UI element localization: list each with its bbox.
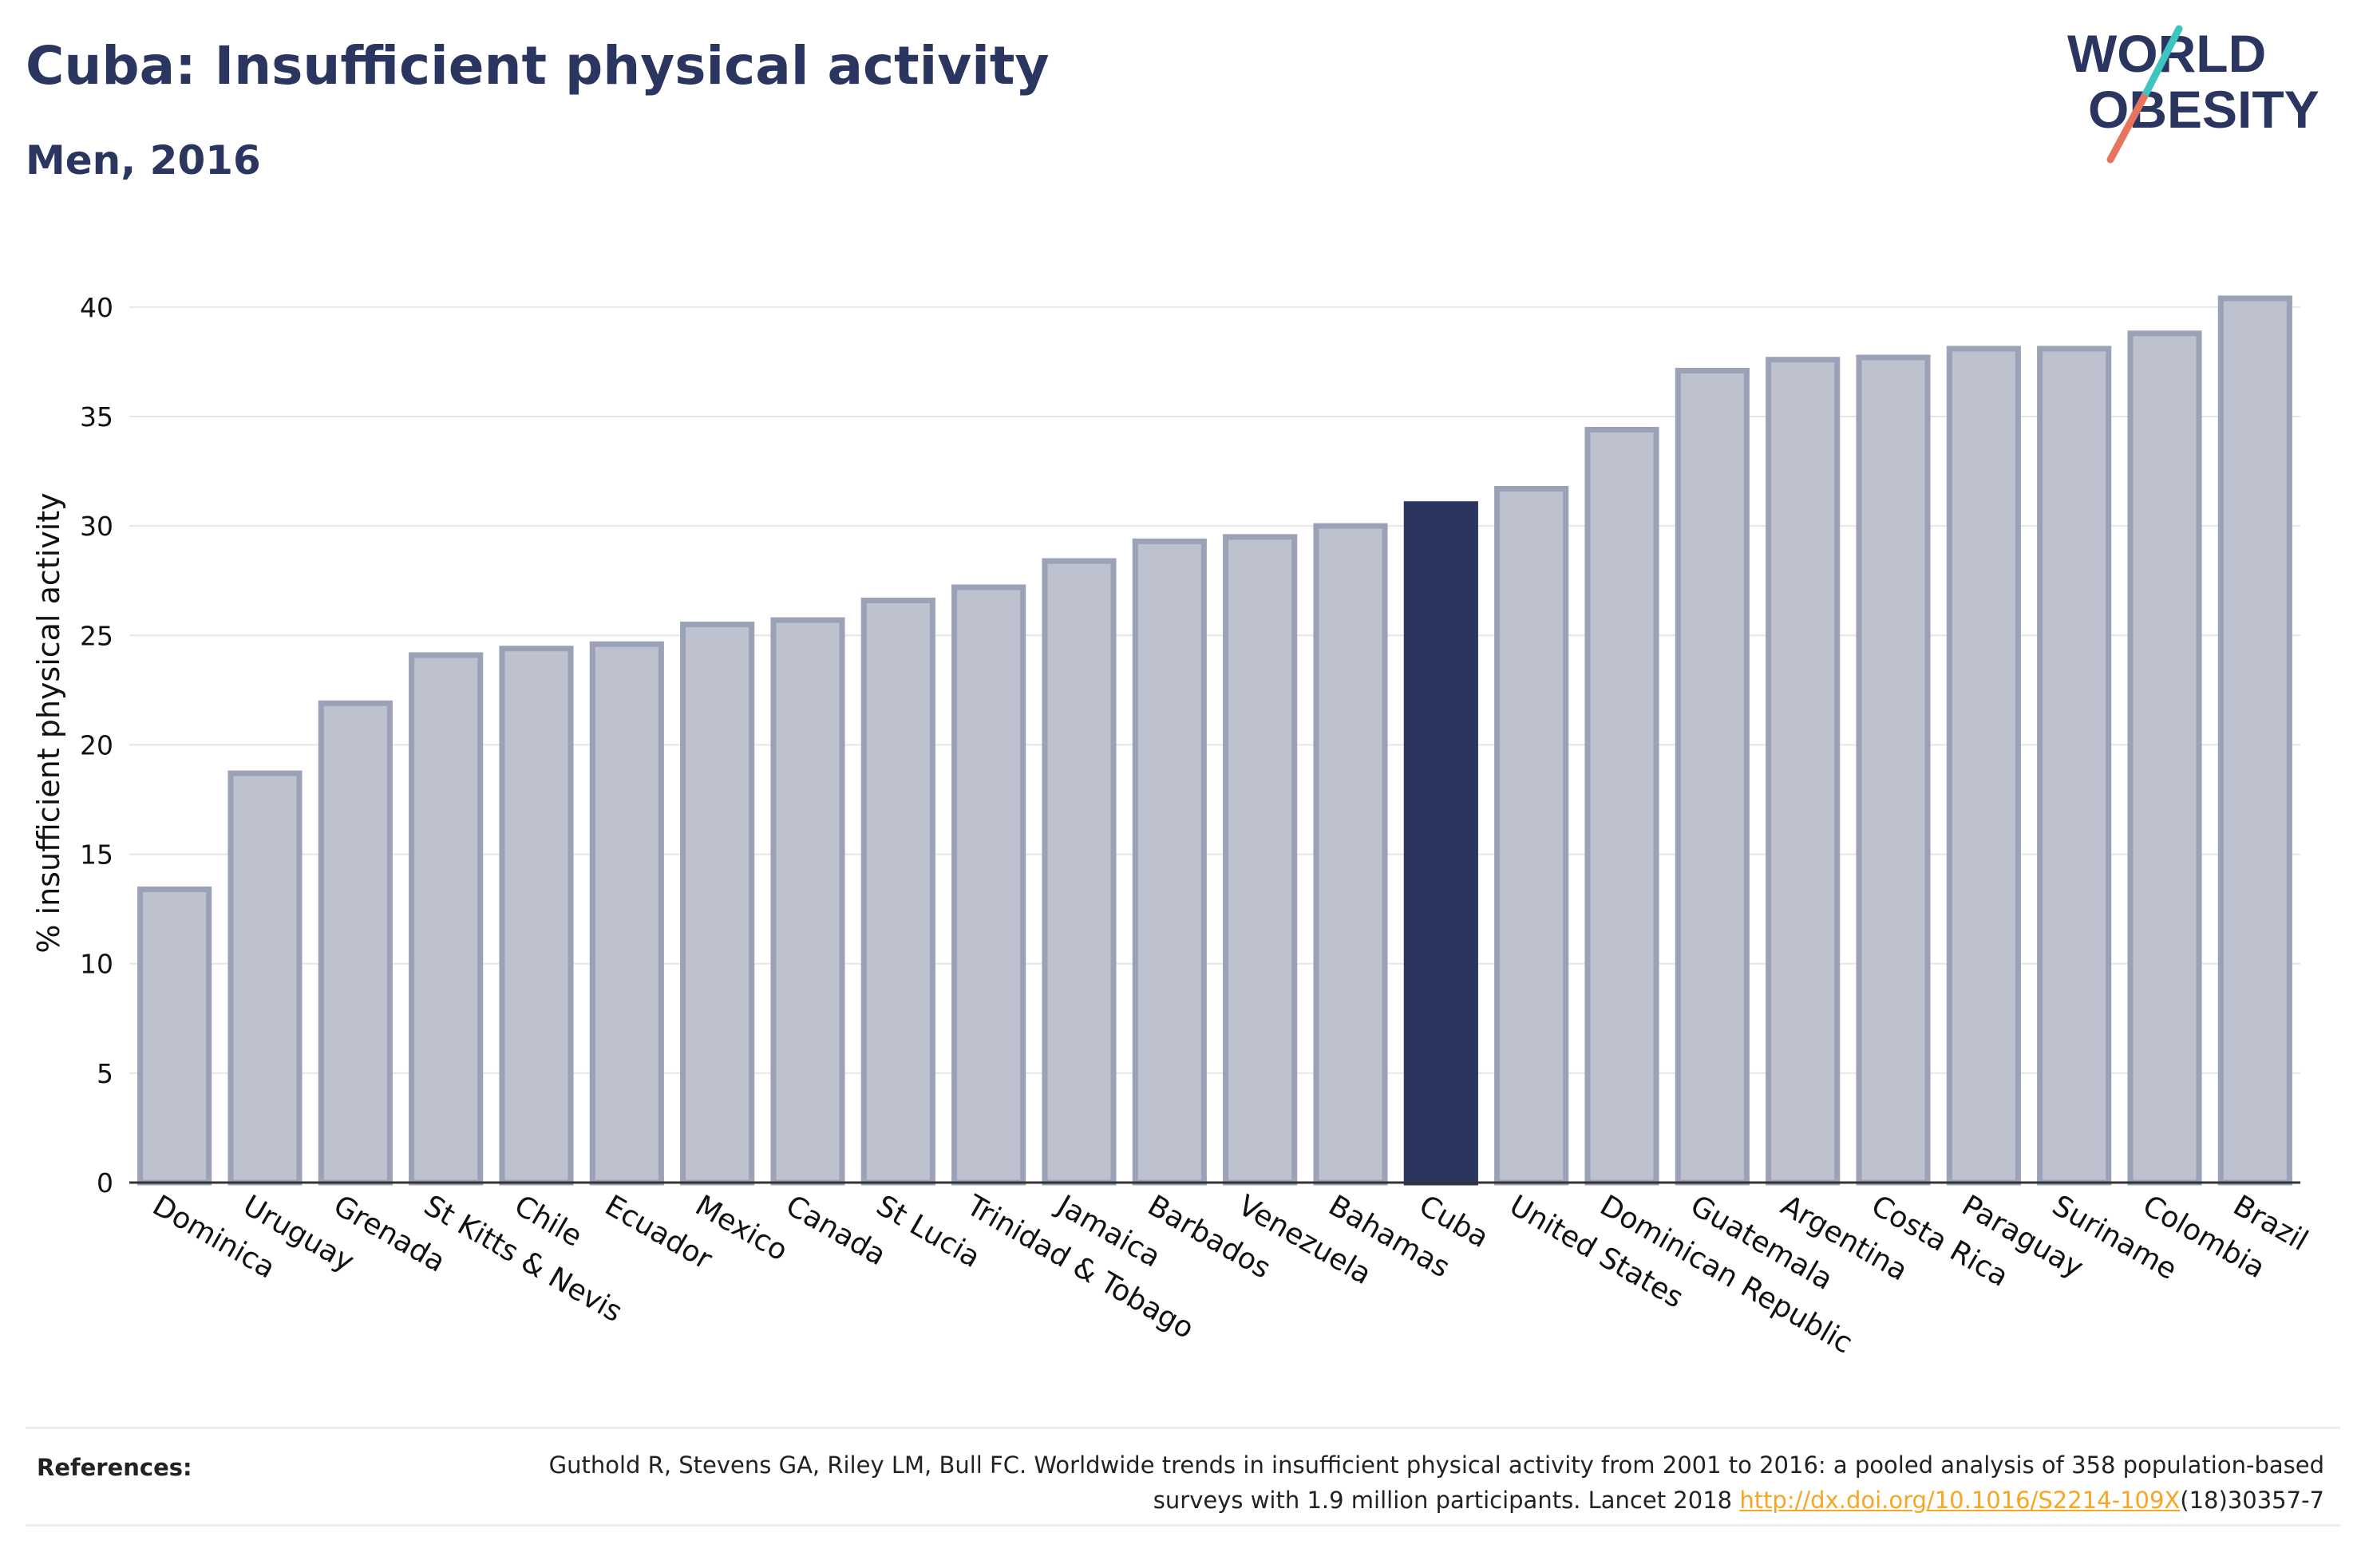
page-subtitle: Men, 2016 <box>26 137 261 184</box>
bar-colombia <box>2127 330 2202 1186</box>
world-obesity-logo: WORLD OBESITY <box>2067 24 2319 164</box>
bar-argentina <box>1766 357 1841 1186</box>
reference-citation: Guthold R, Stevens GA, Riley LM, Bull FC… <box>548 1451 2324 1514</box>
bar-united-states <box>1494 486 1569 1186</box>
bar-st-kitts-nevis <box>409 652 484 1186</box>
bar-brazil <box>2217 295 2292 1186</box>
bar-guatemala <box>1675 367 1750 1186</box>
y-tick-label: 15 <box>80 839 113 871</box>
x-tick-label: Canada <box>781 1189 892 1272</box>
references-bottom-rule <box>26 1524 2340 1527</box>
bar-bahamas <box>1313 523 1388 1186</box>
reference-suffix: (18)30357-7 <box>2180 1487 2324 1514</box>
y-tick-label: 0 <box>97 1167 113 1199</box>
bar-trinidad-tobago <box>951 584 1026 1186</box>
bar-st-lucia <box>860 597 935 1186</box>
bar-jamaica <box>1042 558 1117 1186</box>
bar-uruguay <box>227 770 303 1186</box>
bar-cuba <box>1403 501 1478 1186</box>
bar-mexico <box>680 622 755 1186</box>
references-label: References: <box>37 1454 192 1481</box>
bar-suriname <box>2037 346 2112 1186</box>
reference-doi-link[interactable]: http://dx.doi.org/10.1016/S2214-109X <box>1739 1487 2181 1514</box>
bar-paraguay <box>1946 346 2021 1186</box>
bar-dominican-republic <box>1584 426 1659 1186</box>
bar-ecuador <box>589 641 664 1186</box>
y-tick-labels: 0 5 10 15 20 25 30 35 40 <box>80 292 113 1199</box>
y-tick-label: 30 <box>80 511 113 542</box>
bar-grenada <box>318 700 393 1186</box>
y-tick-label: 25 <box>80 620 113 651</box>
bar-chile <box>499 646 574 1186</box>
y-tick-label: 20 <box>80 729 113 760</box>
y-tick-label: 5 <box>97 1058 113 1089</box>
bar-costa-rica <box>1856 354 1931 1186</box>
x-tick-label: St Lucia <box>871 1189 986 1274</box>
references-text: Guthold R, Stevens GA, Riley LM, Bull FC… <box>520 1448 2324 1518</box>
logo-slash-coral <box>2106 93 2148 164</box>
y-tick-label: 40 <box>80 292 113 323</box>
logo-slash-teal <box>2140 25 2183 101</box>
bar-venezuela <box>1223 534 1298 1186</box>
y-tick-label: 35 <box>80 401 113 432</box>
bars <box>129 295 2300 1186</box>
y-tick-label: 10 <box>80 949 113 980</box>
bar-canada <box>770 617 845 1186</box>
bar-barbados <box>1132 538 1207 1186</box>
y-axis-label: % insufficient physical activity <box>31 492 66 953</box>
references-top-rule <box>26 1427 2340 1429</box>
page-title: Cuba: Insufficient physical activity <box>26 35 1050 97</box>
bar-dominica <box>137 886 212 1186</box>
